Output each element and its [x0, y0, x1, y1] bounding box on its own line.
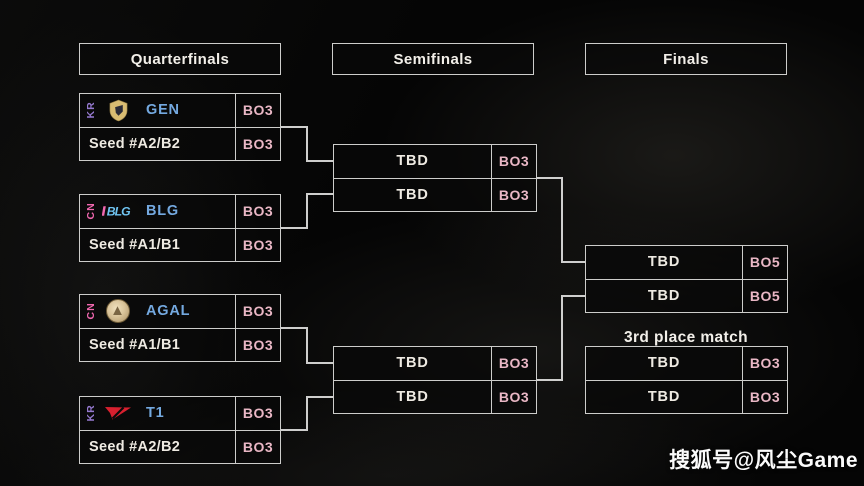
match-row: TBD BO3	[334, 380, 536, 414]
match-qf3: CN AGAL BO3 Seed #A1/B1 BO3	[79, 294, 281, 362]
seed-label: Seed #A2/B2	[89, 135, 181, 152]
seed-label: Seed #A2/B2	[89, 438, 181, 455]
region-label-kr: KR	[85, 101, 97, 119]
team-cell: TBD	[586, 280, 742, 313]
team-cell: KR GEN	[80, 94, 235, 127]
t1-logo-icon	[102, 405, 134, 421]
match-qf4: KR T1 BO3 Seed #A2/B2 BO3	[79, 396, 281, 464]
seed-cell: Seed #A2/B2	[80, 431, 235, 464]
format-badge: BO3	[235, 94, 280, 127]
tbd-label: TBD	[396, 186, 429, 203]
match-row: CN AGAL BO3	[80, 295, 280, 329]
header-finals: Finals	[585, 43, 787, 75]
match-row: Seed #A2/B2 BO3	[80, 430, 280, 464]
match-row: TBD BO5	[586, 246, 787, 280]
seed-label: Seed #A1/B1	[89, 236, 181, 253]
gen-logo-icon	[102, 99, 134, 122]
format-badge: BO3	[491, 380, 536, 413]
team-cell: TBD	[334, 347, 491, 380]
match-sf1: TBD BO3 TBD BO3	[333, 144, 537, 212]
team-cell: CN BLG BLG	[80, 195, 235, 228]
region-label-cn: CN	[85, 202, 97, 220]
match-qf1: KR GEN BO3 Seed #A2/B2 BO3	[79, 93, 281, 161]
match-third-place: TBD BO3 TBD BO3	[585, 346, 788, 414]
team-cell: TBD	[586, 381, 742, 414]
team-cell: CN AGAL	[80, 295, 235, 328]
match-row: CN BLG BLG BO3	[80, 195, 280, 229]
header-quarterfinals: Quarterfinals	[79, 43, 281, 75]
match-row: Seed #A1/B1 BO3	[80, 228, 280, 262]
format-badge: BO3	[235, 228, 280, 261]
match-row: TBD BO5	[586, 279, 787, 313]
match-row: KR GEN BO3	[80, 94, 280, 128]
format-badge: BO3	[235, 127, 280, 160]
format-badge: BO3	[491, 178, 536, 211]
format-badge: BO3	[742, 347, 787, 380]
match-row: TBD BO3	[334, 178, 536, 212]
tbd-label: TBD	[647, 254, 681, 271]
team-cell: TBD	[586, 246, 742, 279]
match-row: KR T1 BO3	[80, 397, 280, 431]
seed-cell: Seed #A1/B1	[80, 329, 235, 362]
match-row: TBD BO3	[586, 380, 787, 414]
seed-cell: Seed #A2/B2	[80, 128, 235, 161]
header-semifinals: Semifinals	[332, 43, 534, 75]
format-badge: BO3	[235, 430, 280, 463]
tbd-label: TBD	[647, 388, 681, 405]
format-badge: BO3	[742, 380, 787, 413]
format-badge: BO3	[491, 145, 536, 178]
svg-text:BLG: BLG	[107, 205, 131, 219]
match-row: TBD BO3	[334, 347, 536, 381]
third-place-title: 3rd place match	[623, 329, 749, 346]
team-cell: TBD	[334, 381, 491, 414]
seed-cell: Seed #A1/B1	[80, 229, 235, 262]
team-name: T1	[146, 405, 165, 422]
seed-label: Seed #A1/B1	[89, 336, 181, 353]
match-row: Seed #A1/B1 BO3	[80, 328, 280, 362]
format-badge: BO3	[491, 347, 536, 380]
region-label-kr: KR	[85, 404, 97, 422]
region-label-cn: CN	[85, 302, 97, 320]
tbd-label: TBD	[647, 287, 681, 304]
team-cell: TBD	[334, 179, 491, 212]
format-badge: BO3	[235, 295, 280, 328]
format-badge: BO3	[235, 195, 280, 228]
agal-logo-icon	[102, 299, 134, 324]
team-name: AGAL	[146, 303, 191, 320]
tbd-label: TBD	[396, 153, 429, 170]
team-cell: TBD	[334, 145, 491, 178]
match-qf2: CN BLG BLG BO3 Seed #A1/B1 BO3	[79, 194, 281, 262]
format-badge: BO5	[742, 279, 787, 312]
format-badge: BO5	[742, 246, 787, 279]
format-badge: BO3	[235, 397, 280, 430]
match-sf2: TBD BO3 TBD BO3	[333, 346, 537, 414]
tbd-label: TBD	[396, 355, 429, 372]
team-cell: TBD	[586, 347, 742, 380]
tbd-label: TBD	[647, 355, 681, 372]
team-name: BLG	[146, 203, 180, 220]
sohu-watermark: 搜狐号@风尘Game	[669, 449, 858, 472]
match-row: TBD BO3	[334, 145, 536, 179]
match-final: TBD BO5 TBD BO5	[585, 245, 788, 313]
match-row: TBD BO3	[586, 347, 787, 381]
format-badge: BO3	[235, 328, 280, 361]
blg-logo-icon: BLG	[102, 203, 134, 219]
tbd-label: TBD	[396, 388, 429, 405]
team-name: GEN	[146, 102, 180, 119]
team-cell: KR T1	[80, 397, 235, 430]
match-row: Seed #A2/B2 BO3	[80, 127, 280, 161]
